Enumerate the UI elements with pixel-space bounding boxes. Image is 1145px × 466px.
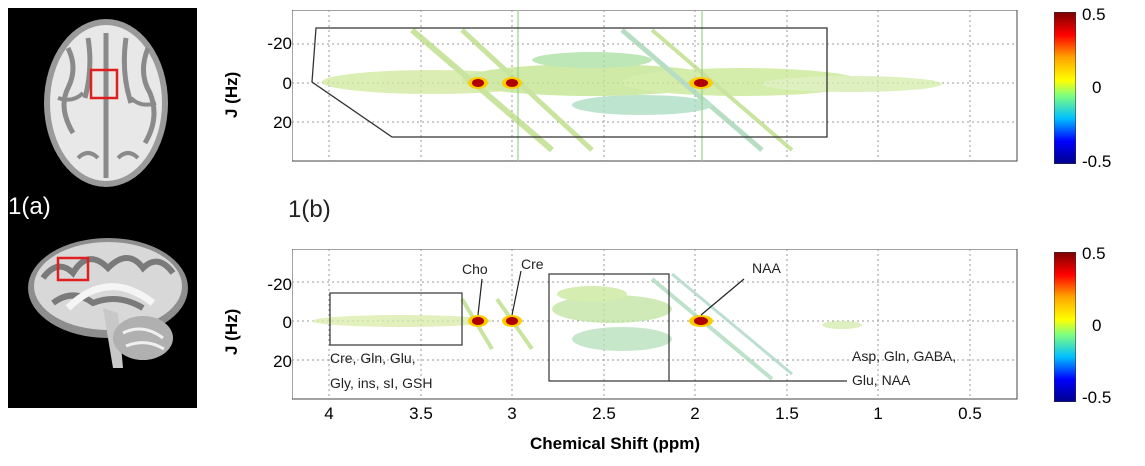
- x-tick: 2: [690, 404, 700, 423]
- axial-roi-box: [89, 68, 119, 100]
- sagittal-brain-image: [28, 238, 188, 368]
- left-box-annotation-line1: Cre, Gln, Glu,: [330, 350, 416, 366]
- annotation-box-middle: [548, 273, 670, 382]
- bottom-colorbar-tick: -0.5: [1082, 388, 1112, 407]
- bottom-ytick: 20: [273, 352, 292, 371]
- brain-image-panel: 1(a): [8, 8, 197, 408]
- naa-pointer: [700, 278, 745, 316]
- bottom-ytick: -20: [267, 275, 292, 294]
- left-box-annotation-line2: Gly, ins, sI, GSH: [330, 375, 433, 391]
- top-region-polygon: [311, 27, 828, 138]
- x-tick: 2.5: [592, 404, 616, 423]
- bottom-heatmap: [292, 249, 1018, 400]
- top-ytick: 20: [273, 113, 292, 132]
- top-heatmap: [292, 10, 1018, 162]
- top-colorbar-tick: -0.5: [1082, 152, 1112, 171]
- top-ytick: 0: [282, 74, 292, 93]
- annotation-box-left: [329, 292, 463, 346]
- sagittal-roi-box: [56, 256, 90, 282]
- top-colorbar-tick: 0.5: [1082, 5, 1106, 24]
- top-colorbar: [1054, 12, 1076, 164]
- top-colorbar-tick: 0: [1092, 78, 1102, 97]
- x-tick: 3.5: [409, 404, 433, 423]
- top-y-axis-label: J (Hz): [222, 71, 241, 118]
- cho-pointer: [477, 278, 483, 316]
- bottom-colorbar: [1054, 252, 1076, 402]
- x-tick: 0.5: [958, 404, 982, 423]
- panel-a-label: 1(a): [8, 193, 51, 220]
- x-axis-label: Chemical Shift (ppm): [530, 434, 701, 453]
- x-tick: 1.5: [775, 404, 799, 423]
- bottom-ytick: 0: [282, 313, 292, 332]
- bottom-colorbar-tick: 0: [1092, 316, 1102, 335]
- panel-b-label: 1(b): [288, 196, 331, 223]
- right-box-annotation-line1: Asp, Gln, GABA,: [852, 348, 957, 364]
- cho-label: Cho: [462, 261, 488, 277]
- bottom-peaks: [468, 315, 713, 327]
- bottom-y-axis-label: J (Hz): [222, 308, 241, 355]
- cre-label: Cre: [521, 256, 544, 272]
- axial-brain-image: [44, 19, 168, 187]
- x-tick: 4: [324, 404, 334, 423]
- x-tick: 3: [507, 404, 517, 423]
- x-tick: 1: [873, 404, 883, 423]
- top-peaks: [468, 77, 713, 89]
- bottom-colorbar-tick: 0.5: [1082, 244, 1106, 263]
- right-box-annotation-line2: Glu, NAA: [852, 372, 911, 388]
- top-ytick: -20: [267, 34, 292, 53]
- cre-pointer: [511, 270, 522, 316]
- brain-mri-images: [28, 19, 188, 368]
- naa-label: NAA: [752, 260, 781, 276]
